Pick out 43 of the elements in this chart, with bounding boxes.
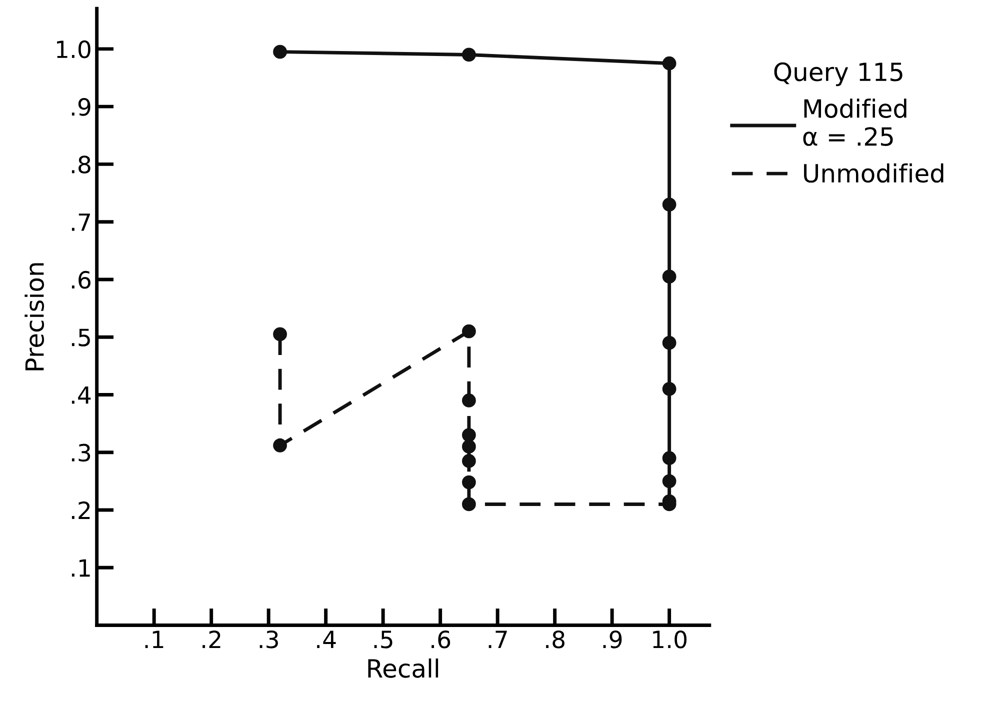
point: [273, 438, 287, 452]
point: [462, 324, 476, 338]
x-tick-label: .4: [317, 630, 336, 648]
point: [462, 440, 476, 454]
y-tick-label: .8: [72, 156, 90, 174]
legend-label: Modified α = .25: [803, 98, 906, 146]
point: [662, 270, 676, 284]
y-tick-label: .4: [72, 386, 91, 404]
y-tick-label: .5: [72, 328, 90, 346]
x-tick-label: 1.0: [653, 630, 687, 648]
point: [462, 428, 476, 442]
legend-label: Unmodified: [804, 163, 944, 183]
point: [662, 474, 676, 488]
x-tick-label: .6: [432, 630, 450, 648]
legend-title: Query 115: [774, 62, 902, 86]
y-tick-label: .1: [72, 559, 90, 577]
x-tick-label: .7: [488, 630, 507, 648]
y-tick-label: .6: [72, 270, 90, 289]
point: [662, 198, 676, 212]
point: [462, 394, 476, 408]
x-axis-title: Recall: [368, 658, 438, 678]
y-tick-label: .2: [72, 501, 90, 519]
point: [662, 451, 676, 466]
y-axis-title: Precision: [24, 263, 44, 370]
y-tick-label: 1.0: [57, 40, 90, 58]
point: [273, 327, 287, 342]
x-tick-label: .5: [374, 630, 392, 648]
x-tick-label: .8: [546, 630, 564, 648]
point: [273, 44, 287, 59]
point: [662, 382, 676, 396]
point: [462, 454, 476, 468]
y-tick-label: .7: [72, 214, 90, 231]
x-tick-label: .9: [603, 630, 622, 648]
y-tick-label: .3: [72, 444, 90, 462]
point: [662, 56, 676, 70]
x-tick-label: .2: [202, 630, 220, 648]
point: [662, 336, 676, 350]
point: [462, 475, 476, 490]
x-tick-label: .1: [145, 630, 164, 648]
x-tick-label: .3: [260, 630, 278, 648]
point: [462, 497, 476, 512]
point: [462, 48, 476, 62]
y-tick-label: .9: [72, 98, 90, 116]
